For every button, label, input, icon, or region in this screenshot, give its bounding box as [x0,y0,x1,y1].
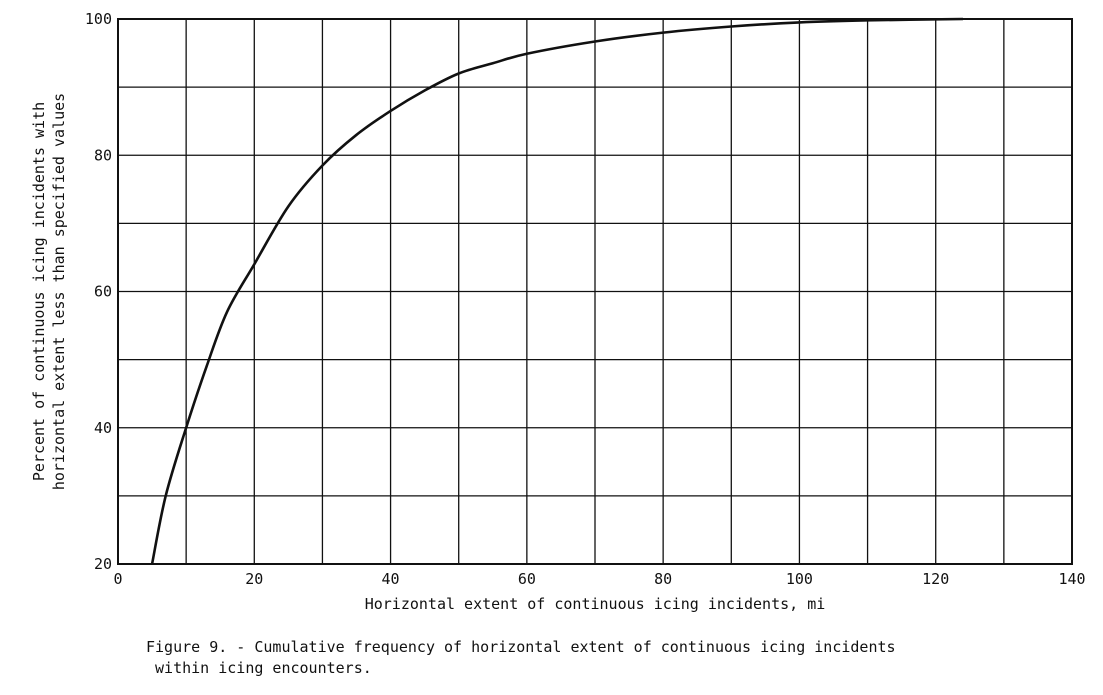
x-axis-label: Horizontal extent of continuous icing in… [365,595,826,613]
y-tick-label: 60 [94,283,112,301]
y-axis-label-line1: Percent of continuous icing incidents wi… [30,102,48,481]
plot-frame [117,18,1073,565]
figure-caption-line2: within icing encounters. [146,659,372,677]
y-tick-label: 40 [94,419,112,437]
figure-caption: Figure 9. - Cumulative frequency of hori… [146,637,1066,679]
x-tick-label: 120 [922,570,949,588]
x-tick-label: 20 [245,570,263,588]
x-tick-label: 140 [1058,570,1085,588]
y-tick-label: 20 [94,555,112,573]
x-tick-label: 60 [518,570,536,588]
grid [118,19,1072,564]
y-tick-label: 80 [94,146,112,164]
x-tick-labels: 0 20 40 60 80 100 120 140 [113,570,1085,588]
y-axis-label-line2: horizontal extent less than specified va… [50,93,68,490]
x-tick-label: 100 [786,570,813,588]
y-tick-labels: 20 40 60 80 100 [85,10,112,573]
x-tick-label: 40 [382,570,400,588]
x-tick-label: 0 [113,570,122,588]
cumulative-frequency-curve [150,17,963,565]
figure-caption-line1: Figure 9. - Cumulative frequency of hori… [146,638,896,656]
x-tick-label: 80 [654,570,672,588]
y-tick-label: 100 [85,10,112,28]
y-axis-label: Percent of continuous icing incidents wi… [30,93,68,490]
